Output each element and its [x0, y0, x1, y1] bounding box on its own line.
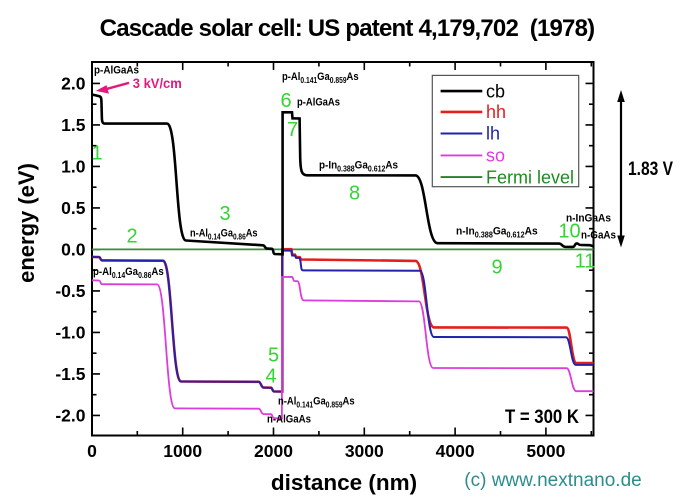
svg-text:-0.5: -0.5	[55, 281, 85, 301]
svg-text:-1.5: -1.5	[55, 364, 85, 384]
svg-text:Cascade solar cell: US patent: Cascade solar cell: US patent 4,179,702 …	[100, 15, 595, 42]
svg-text:p-Al0.141Ga0.859As: p-Al0.141Ga0.859As	[282, 71, 359, 85]
svg-text:1000: 1000	[163, 441, 202, 461]
svg-text:4000: 4000	[436, 441, 475, 461]
svg-text:p-AlGaAs: p-AlGaAs	[297, 97, 340, 109]
svg-text:p-In0.388Ga0.612As: p-In0.388Ga0.612As	[319, 160, 398, 174]
svg-text:2.0: 2.0	[61, 73, 86, 93]
svg-text:n-GaAs: n-GaAs	[581, 230, 616, 242]
svg-text:11: 11	[575, 251, 596, 273]
svg-text:-2.0: -2.0	[55, 405, 85, 425]
svg-text:0.0: 0.0	[61, 239, 86, 259]
svg-text:5: 5	[268, 345, 279, 367]
svg-text:p-Al0.14Ga0.86As: p-Al0.14Ga0.86As	[93, 267, 164, 281]
svg-text:distance (nm): distance (nm)	[271, 470, 417, 495]
svg-text:n-Al0.141Ga0.859As: n-Al0.141Ga0.859As	[278, 396, 355, 410]
svg-text:4: 4	[265, 366, 276, 388]
svg-text:9: 9	[491, 257, 502, 279]
svg-text:5000: 5000	[526, 441, 565, 461]
svg-text:2: 2	[126, 226, 137, 248]
svg-text:n-In0.388Ga0.612As: n-In0.388Ga0.612As	[456, 225, 538, 239]
svg-text:1.0: 1.0	[61, 156, 86, 176]
svg-text:1.83 V: 1.83 V	[628, 159, 673, 180]
svg-text:6: 6	[280, 90, 291, 112]
svg-text:T = 300 K: T = 300 K	[505, 407, 579, 428]
svg-text:energy (eV): energy (eV)	[14, 163, 39, 283]
svg-text:so: so	[486, 146, 505, 166]
svg-text:1.5: 1.5	[61, 115, 86, 135]
svg-text:Fermi level: Fermi level	[486, 167, 574, 187]
svg-text:3000: 3000	[345, 441, 384, 461]
svg-text:2000: 2000	[254, 441, 293, 461]
svg-text:lh: lh	[486, 124, 500, 144]
svg-text:0.5: 0.5	[61, 198, 86, 218]
svg-text:3: 3	[219, 203, 230, 225]
svg-text:n-AlGaAs: n-AlGaAs	[267, 414, 311, 426]
svg-text:hh: hh	[486, 102, 506, 122]
svg-text:n-InGaAs: n-InGaAs	[566, 213, 611, 225]
svg-text:7: 7	[287, 119, 298, 141]
svg-text:3 kV/cm: 3 kV/cm	[133, 75, 182, 91]
svg-text:n-Al0.14Ga0.86As: n-Al0.14Ga0.86As	[190, 228, 258, 242]
svg-text:cb: cb	[486, 81, 505, 101]
svg-text:-1.0: -1.0	[55, 322, 85, 342]
svg-text:10: 10	[558, 221, 580, 243]
svg-text:1: 1	[91, 143, 102, 165]
svg-text:p-AlGaAs: p-AlGaAs	[94, 65, 139, 77]
svg-text:0: 0	[87, 441, 97, 461]
svg-text:8: 8	[349, 183, 360, 205]
svg-text:(c) www.nextnano.de: (c) www.nextnano.de	[464, 470, 641, 491]
